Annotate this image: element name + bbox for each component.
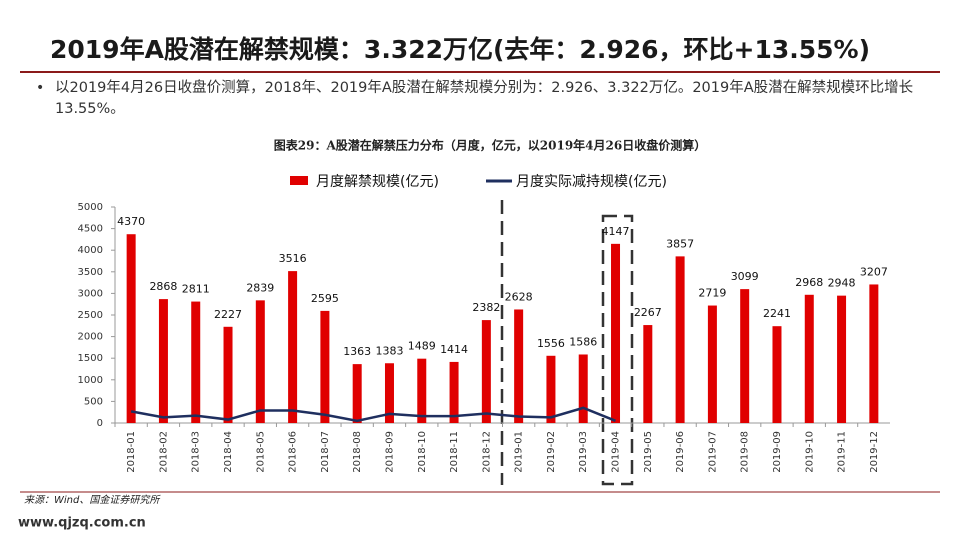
x-tick-label: 2019-09 [772,431,783,473]
y-tick-label: 1500 [78,353,103,364]
x-tick-label: 2019-03 [578,431,589,473]
y-tick-label: 2000 [78,332,103,343]
value-label: 3099 [731,270,759,283]
value-label: 1489 [408,340,436,353]
bar [514,309,524,423]
x-tick-label: 2018-11 [449,431,460,473]
y-tick-label: 2500 [78,310,103,321]
bar [417,358,427,423]
legend-label: 月度实际减持规模(亿元) [516,174,667,190]
value-label: 1586 [569,335,597,348]
bar [223,326,233,423]
y-tick-label: 500 [84,396,103,407]
bar [449,361,459,423]
value-label: 2382 [472,301,500,314]
bar [158,299,168,423]
bar [772,326,782,423]
bar [191,301,201,423]
bar [126,234,136,423]
x-tick-label: 2018-12 [481,431,492,473]
y-tick-label: 4000 [78,245,103,256]
bar [384,363,394,423]
value-label: 2968 [795,276,823,289]
slide-title: 2019年A股潜在解禁规模：3.322万亿(去年：2.926，环比+13.55%… [50,35,871,64]
x-tick-label: 2018-04 [223,431,234,473]
value-label: 4370 [117,215,145,228]
bar [578,354,588,423]
bar [255,300,265,423]
bar [352,364,362,423]
bullet-text: 以2019年4月26日收盘价测算，2018年、2019年A股潜在解禁规模分别为：… [55,80,914,117]
value-label: 1414 [440,343,468,356]
bar [740,289,750,423]
x-tick-label: 2019-10 [804,431,815,473]
x-tick-label: 2018-03 [191,431,202,473]
x-tick-label: 2019-04 [611,431,622,473]
bar [288,271,298,423]
x-tick-label: 2018-07 [320,431,331,473]
legend-label: 月度解禁规模(亿元) [316,174,439,190]
y-tick-label: 3000 [78,288,103,299]
bar [804,294,814,423]
bar [837,295,847,423]
value-label: 3207 [860,265,888,278]
value-label: 1383 [375,344,403,357]
value-label: 1363 [343,345,371,358]
value-label: 2868 [149,280,177,293]
bar [611,243,621,423]
x-tick-label: 2019-11 [837,431,848,473]
x-tick-label: 2019-02 [546,431,557,473]
value-label: 2628 [505,290,533,303]
value-label: 3857 [666,237,694,250]
line [130,406,616,423]
value-label: 2227 [214,308,242,321]
y-tick-label: 1000 [78,375,103,386]
y-tick-label: 0 [97,418,103,429]
bar [643,325,653,423]
value-label: 1556 [537,337,565,350]
x-tick-label: 2018-06 [288,431,299,473]
x-tick-label: 2018-08 [352,431,363,473]
value-label: 3516 [279,252,307,265]
x-tick-label: 2019-05 [643,431,654,473]
value-label: 2948 [828,277,856,290]
chart-title: 图表29：A股潜在解禁压力分布（月度，亿元，以2019年4月26日收盘价测算） [274,138,706,153]
x-tick-label: 2018-05 [255,431,266,473]
y-tick-label: 5000 [78,202,103,213]
bar [320,310,330,423]
x-tick-label: 2019-01 [514,431,525,473]
watermark: www.qjzq.com.cn [18,516,146,531]
x-tick-label: 2019-08 [740,431,751,473]
x-tick-label: 2018-02 [158,431,169,473]
x-tick-label: 2019-07 [707,431,718,473]
x-tick-label: 2018-10 [417,431,428,473]
bar [707,305,717,423]
bar [546,355,556,423]
value-label: 2719 [698,287,726,300]
value-label: 2241 [763,307,791,320]
value-label: 2839 [246,281,274,294]
bullet-dot: • [36,80,45,96]
y-tick-label: 4500 [78,224,103,235]
x-tick-label: 2018-09 [384,431,395,473]
legend-swatch [290,176,308,185]
value-label: 2267 [634,306,662,319]
x-tick-label: 2019-12 [869,431,880,473]
x-tick-label: 2018-01 [126,431,137,473]
bar [869,284,879,423]
y-tick-label: 3500 [78,267,103,278]
bar [675,256,685,423]
value-label: 2595 [311,292,339,305]
x-tick-label: 2019-06 [675,431,686,473]
value-label: 2811 [182,283,210,296]
value-label: 4147 [602,225,630,238]
source: 来源：Wind、国金证券研究所 [24,494,161,506]
bar [481,320,491,423]
